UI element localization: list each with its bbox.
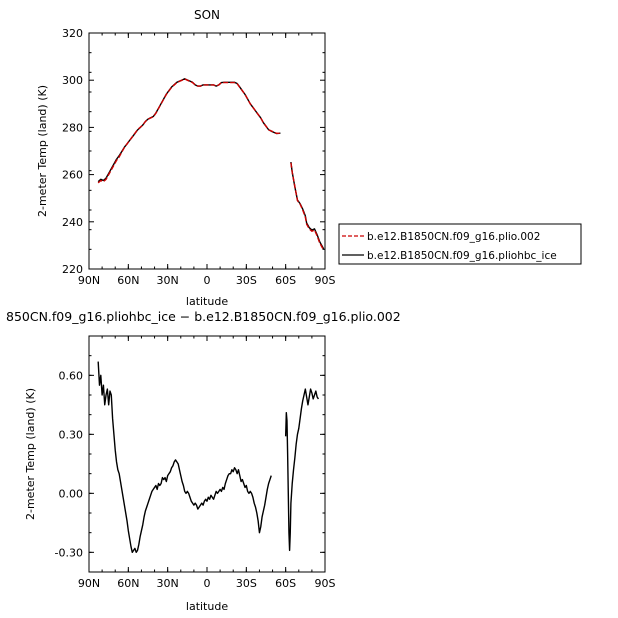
bottom-x-tick-label: 90S	[315, 577, 336, 590]
bottom-y-tick-label: -0.30	[55, 546, 83, 559]
top-x-tick-label: 60N	[117, 274, 139, 287]
bottom-series-line-difference-seg0	[97, 361, 272, 554]
top-y-axis-label: 2-meter Temp (land) (K)	[36, 85, 49, 217]
top-y-tick-label: 260	[62, 169, 83, 182]
bottom-y-tick-label: 0.60	[59, 369, 84, 382]
bottom-x-tick-label: 30S	[236, 577, 257, 590]
top-series-line-b-e12-b1850cn-f09-g16-pliohbc-ice-seg1	[290, 162, 325, 250]
top-x-tick-label: 0	[204, 274, 211, 287]
legend-label-pliohbc-ice: b.e12.B1850CN.f09_g16.pliohbc_ice	[367, 250, 557, 262]
legend-box	[338, 223, 582, 265]
bottom-x-tick-label: 0	[204, 577, 211, 590]
top-x-tick-label: 30S	[236, 274, 257, 287]
top-series-line-b-e12-b1850cn-f09-g16-pliohbc-ice-seg0	[97, 78, 281, 183]
bottom-y-tick-label: 0.30	[59, 428, 84, 441]
top-x-tick-label: 30N	[157, 274, 179, 287]
top-panel: SON 220 240 260 280 300 320 90N 60N 30N 0 30S 60S 9…	[36, 8, 336, 308]
top-x-tick-label: 90N	[78, 274, 100, 287]
top-y-tick-label: 320	[62, 27, 83, 40]
bottom-series-line-difference-seg1	[284, 388, 320, 552]
top-x-axis-label: latitude	[186, 295, 228, 308]
bottom-x-axis-label: latitude	[186, 600, 228, 613]
bottom-y-axis-label: 2-meter Temp (land) (K)	[24, 388, 37, 520]
top-x-tick-label: 90S	[315, 274, 336, 287]
top-y-tick-label: 240	[62, 216, 83, 229]
top-plot-frame	[88, 32, 326, 270]
top-panel-title: SON	[194, 8, 220, 22]
top-y-tick-label: 300	[62, 74, 83, 87]
bottom-panel-title: 850CN.f09_g16.pliohbc_ice − b.e12.B1850C…	[6, 309, 401, 324]
bottom-x-tick-label: 90N	[78, 577, 100, 590]
top-series-line-b-e12-b1850cn-f09-g16-plio-002-seg0	[97, 78, 281, 184]
bottom-x-tick-label: 60N	[117, 577, 139, 590]
bottom-panel: 850CN.f09_g16.pliohbc_ice − b.e12.B1850C…	[6, 309, 401, 613]
legend-label-plio: b.e12.B1850CN.f09_g16.plio.002	[367, 231, 540, 243]
top-x-tick-label: 60S	[275, 274, 296, 287]
bottom-y-tick-label: 0.00	[59, 487, 84, 500]
top-series-line-b-e12-b1850cn-f09-g16-plio-002-seg1	[290, 162, 325, 251]
bottom-x-tick-label: 30N	[157, 577, 179, 590]
bottom-x-tick-label: 60S	[275, 577, 296, 590]
top-y-tick-label: 280	[62, 121, 83, 134]
legend: b.e12.B1850CN.f09_g16.plio.002 b.e12.B18…	[338, 223, 582, 265]
top-y-tick-label: 220	[62, 263, 83, 276]
